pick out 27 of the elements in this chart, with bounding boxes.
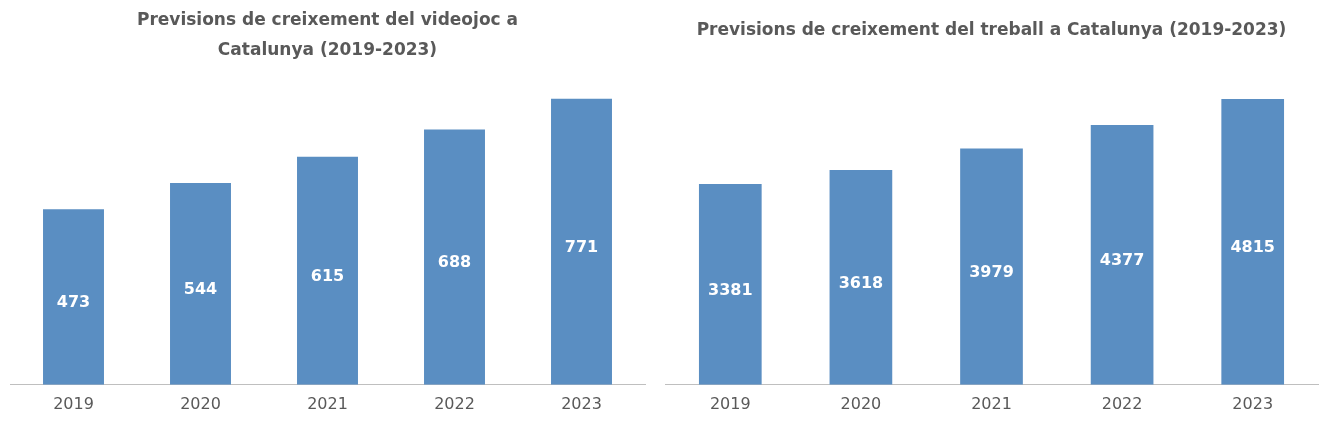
x-tick-label: 2023 xyxy=(561,393,602,413)
x-tick-label: 2022 xyxy=(1101,393,1143,413)
x-tick-label: 2021 xyxy=(307,393,348,413)
chart-title: Previsions de creixement del videojoc a Catalunya (2019-2023) xyxy=(135,8,520,61)
data-label: 688 xyxy=(437,252,472,272)
data-label: 3618 xyxy=(838,272,884,292)
data-label: 473 xyxy=(56,292,91,312)
x-tick-label: 2019 xyxy=(53,393,94,413)
data-label: 3381 xyxy=(708,279,753,299)
data-label: 4377 xyxy=(1099,250,1145,270)
bar xyxy=(170,182,231,385)
data-label: 544 xyxy=(183,279,218,299)
bar xyxy=(551,98,612,385)
x-tick-label: 2021 xyxy=(971,393,1012,413)
x-tick-label: 2019 xyxy=(709,393,751,413)
data-label: 615 xyxy=(310,265,345,285)
bar xyxy=(43,209,104,385)
chart-title: Previsions de creixement del treball a Catalunya (2019-2023) xyxy=(695,18,1288,41)
x-tick-label: 2023 xyxy=(1232,393,1274,413)
bar xyxy=(297,156,358,385)
bar xyxy=(424,129,485,385)
x-tick-label: 2020 xyxy=(180,393,221,413)
x-tick-label: 2022 xyxy=(434,393,475,413)
data-label: 771 xyxy=(564,236,599,256)
data-label: 3979 xyxy=(969,261,1014,281)
data-label: 4815 xyxy=(1230,237,1275,257)
x-tick-label: 2020 xyxy=(840,393,882,413)
